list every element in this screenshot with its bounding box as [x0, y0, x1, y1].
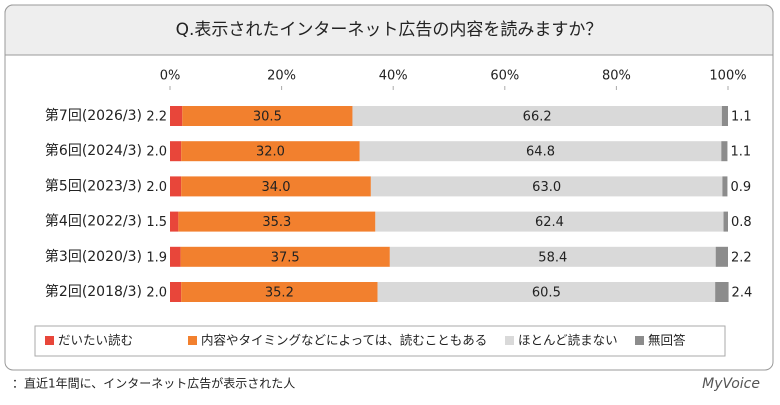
bar-segment — [723, 211, 728, 232]
data-label: 34.0 — [262, 180, 291, 195]
footnote: ：直近1年間に、インターネット広告が表示された人 — [12, 376, 295, 391]
title-bar — [4, 4, 774, 56]
data-label: 64.8 — [526, 145, 555, 160]
bar-segment — [352, 106, 722, 126]
x-tick-label: 40% — [379, 69, 408, 84]
data-label: 2.2 — [146, 110, 167, 125]
chart-title: Q.表示されたインターネット広告の内容を読みますか？ — [176, 20, 603, 40]
data-label: 30.5 — [253, 110, 282, 125]
bar-segment — [170, 282, 182, 302]
data-label: 0.8 — [731, 215, 752, 230]
legend-label: 内容やタイミングなどによっては、読むこともある — [201, 333, 487, 348]
data-label: 1.1 — [731, 110, 752, 125]
bar-segment — [722, 176, 728, 197]
y-tick-label: 第5回(2023/3) — [45, 177, 142, 194]
y-tick-label: 第6回(2024/3) — [45, 142, 142, 159]
bar-segment — [375, 211, 724, 232]
bar-segment — [182, 106, 353, 126]
y-tick-label: 第2回(2018/3) — [45, 283, 142, 300]
bar-segment — [181, 282, 378, 302]
bar-segment — [721, 141, 728, 162]
data-label: 1.5 — [146, 215, 167, 230]
data-label: 1.9 — [146, 250, 167, 265]
bar-segment — [181, 176, 371, 197]
data-label: 2.0 — [146, 286, 167, 301]
bar-segment — [170, 141, 182, 162]
bar-segment — [178, 211, 376, 232]
data-label: 35.3 — [262, 215, 291, 230]
legend-swatch — [45, 336, 54, 345]
bar-segment — [389, 246, 716, 267]
legend-swatch — [635, 336, 644, 345]
legend-swatch — [188, 336, 197, 345]
x-tick-label: 60% — [490, 69, 519, 84]
legend — [34, 325, 726, 357]
bar-segment — [170, 246, 181, 267]
data-label: 35.2 — [265, 286, 294, 301]
bar-segment — [377, 282, 716, 302]
data-label: 1.1 — [730, 145, 751, 160]
y-tick-label: 第4回(2022/3) — [45, 213, 142, 230]
data-label: 2.4 — [732, 286, 753, 301]
x-tick-label: 0% — [160, 69, 181, 84]
bar-segment — [180, 246, 390, 267]
legend-label: ほとんど読まない — [518, 333, 618, 348]
bar-segment — [359, 141, 722, 162]
bar-segment — [721, 106, 728, 126]
data-label: 66.2 — [523, 110, 552, 125]
data-label: 37.5 — [271, 250, 300, 265]
brand: MyVoice — [702, 376, 760, 392]
bar-segment — [715, 246, 728, 267]
legend-label: 無回答 — [648, 333, 686, 348]
data-label: 63.0 — [532, 180, 561, 195]
data-label: 58.4 — [538, 250, 567, 265]
bar-segment — [170, 176, 182, 197]
bar-segment — [170, 211, 179, 232]
data-label: 0.9 — [730, 180, 751, 195]
legend-label: だいたい読む — [58, 333, 133, 348]
y-tick-label: 第3回(2020/3) — [45, 248, 142, 265]
data-label: 2.0 — [146, 145, 167, 160]
x-tick-label: 20% — [267, 69, 296, 84]
bar-segment — [181, 141, 360, 162]
data-label: 2.2 — [731, 250, 752, 265]
x-tick-label: 100% — [709, 69, 746, 84]
data-label: 62.4 — [535, 215, 564, 230]
legend-swatch — [505, 336, 514, 345]
bar-segment — [370, 176, 723, 197]
data-label: 2.0 — [146, 180, 167, 195]
bar-segment — [715, 282, 729, 302]
data-label: 60.5 — [532, 286, 561, 301]
x-tick-label: 80% — [602, 69, 631, 84]
data-label: 32.0 — [256, 145, 285, 160]
y-tick-label: 第7回(2026/3) — [45, 107, 142, 124]
bar-segment — [170, 106, 183, 126]
